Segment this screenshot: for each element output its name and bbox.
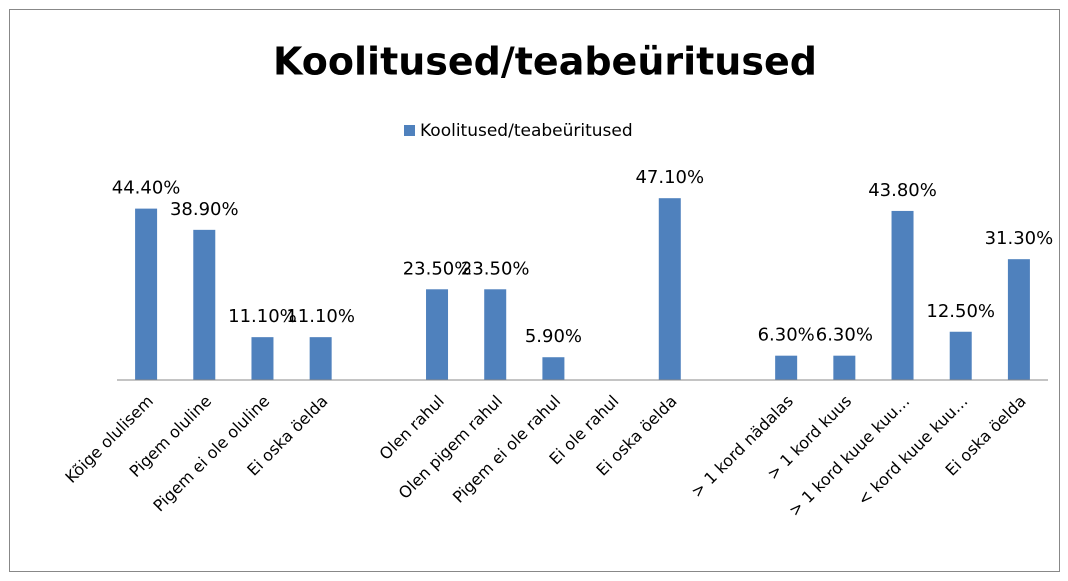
bar [891, 210, 914, 380]
data-label: 6.30% [816, 325, 873, 346]
chart-title: Koolitused/teabeüritused [273, 40, 817, 84]
data-label: 47.10% [635, 167, 704, 188]
bar [309, 337, 332, 380]
data-label: 6.30% [758, 325, 815, 346]
data-label: 31.30% [985, 228, 1054, 249]
data-label: 44.40% [112, 178, 181, 199]
data-label: 11.10% [286, 306, 355, 327]
bar [833, 355, 856, 380]
legend-label: Koolitused/teabeüritused [420, 121, 633, 141]
chart-border [9, 9, 1060, 572]
data-label: 23.50% [403, 258, 472, 279]
bar [658, 198, 681, 380]
bar [251, 337, 274, 380]
bar [542, 357, 565, 380]
bar [193, 229, 216, 380]
bar [949, 331, 972, 380]
data-label: 38.90% [170, 199, 239, 220]
bar [1007, 259, 1030, 380]
data-label: 12.50% [926, 301, 995, 322]
data-label: 23.50% [461, 258, 530, 279]
data-label: 5.90% [525, 326, 582, 347]
legend-swatch [404, 125, 415, 136]
bar [135, 208, 158, 380]
bar [775, 355, 798, 380]
bar [426, 289, 449, 380]
data-label: 43.80% [868, 180, 937, 201]
data-label: 11.10% [228, 306, 297, 327]
bar [484, 289, 507, 380]
